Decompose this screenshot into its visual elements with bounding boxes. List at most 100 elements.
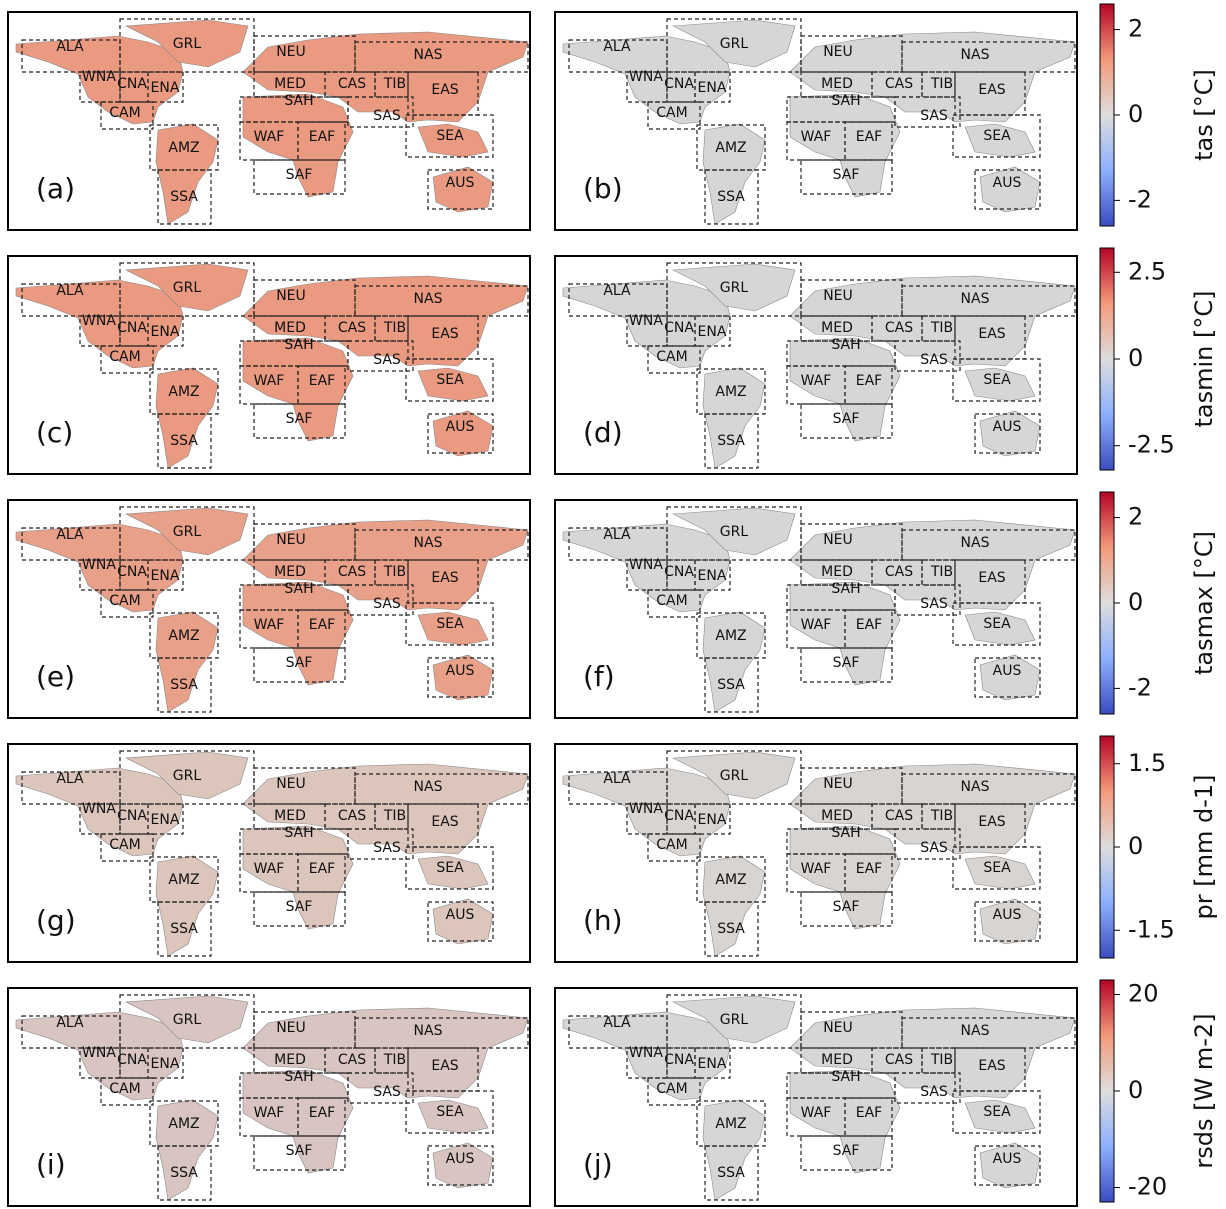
region-label: NEU [823, 44, 853, 60]
region-label: CAM [109, 105, 140, 121]
region-label: SAS [920, 108, 948, 124]
region-box [253, 647, 346, 683]
region-box [149, 612, 219, 659]
region-box [147, 1047, 184, 1079]
region-label: GRL [173, 524, 202, 540]
region-label: WNA [629, 313, 663, 329]
region-label: SEA [436, 128, 464, 144]
panel-frame [7, 743, 531, 963]
region-box [119, 18, 255, 73]
region-label: WNA [629, 69, 663, 85]
region-box [149, 1100, 219, 1147]
region-label: MED [274, 320, 306, 336]
region-box [100, 101, 154, 130]
region-box [405, 1090, 494, 1134]
region-label: SAS [920, 840, 948, 856]
region-label: CAM [109, 349, 140, 365]
region-box [347, 584, 414, 616]
region-box [405, 114, 494, 158]
region-label: SAH [831, 337, 860, 353]
region-label: AUS [446, 1151, 475, 1167]
colorbar-tick-label: 2 [1128, 15, 1143, 43]
region-box [119, 506, 255, 561]
region-label: SAS [373, 352, 401, 368]
region-label: ALA [603, 527, 631, 543]
region-label: ALA [56, 527, 84, 543]
region-label: MED [821, 320, 853, 336]
region-box [844, 1097, 893, 1137]
region-label: SAF [286, 899, 313, 915]
region-box [666, 18, 802, 73]
region-box [149, 124, 219, 171]
region-label: AUS [993, 419, 1022, 435]
region-label: SEA [983, 372, 1011, 388]
region-box [974, 657, 1041, 698]
region-label: SAF [833, 167, 860, 183]
region-box [894, 828, 961, 860]
region-box [647, 345, 701, 374]
region-box [974, 901, 1041, 942]
region-label: EAF [856, 861, 882, 877]
region-box [901, 41, 1076, 73]
region-label: SAH [831, 581, 860, 597]
region-box [704, 413, 759, 469]
region-box [354, 773, 529, 805]
region-box [119, 750, 255, 805]
region-label: AUS [446, 663, 475, 679]
region-label: TIB [383, 320, 406, 336]
region-box [147, 559, 184, 591]
region-label: NAS [961, 779, 990, 795]
region-label: SEA [983, 616, 1011, 632]
map-panel: ALA GRL NEU NAS WNA CNA ENA CAM MED CAS TIB EAS SAH S… [554, 11, 1078, 231]
region-label: CAM [109, 1081, 140, 1097]
region-box [354, 529, 529, 561]
panel-frame [554, 499, 1078, 719]
region-label: AUS [993, 175, 1022, 191]
region-label: CNA [664, 320, 694, 336]
region-label: EAF [309, 373, 335, 389]
region-label: ALA [56, 771, 84, 787]
panel-frame [554, 743, 1078, 963]
region-box [405, 602, 494, 646]
region-box [100, 345, 154, 374]
region-label: AMZ [715, 1116, 746, 1132]
region-label: SAS [920, 1084, 948, 1100]
colorbar-tick-label: 2 [1128, 503, 1143, 531]
region-label: CNA [664, 1052, 694, 1068]
region-label: EAF [856, 129, 882, 145]
region-box [696, 612, 766, 659]
region-label: WAF [254, 1105, 285, 1121]
region-box [253, 1047, 326, 1074]
region-box [800, 71, 873, 98]
region-label: SSA [717, 921, 745, 937]
region-box [253, 403, 346, 439]
region-label: ALA [603, 283, 631, 299]
region-label: CAM [656, 1081, 687, 1097]
colorbar [1099, 735, 1115, 959]
region-box [901, 285, 1076, 317]
region-label: EAS [431, 814, 458, 830]
region-box [844, 853, 893, 893]
region-label: AUS [446, 419, 475, 435]
region-box [297, 365, 346, 405]
region-box [666, 994, 802, 1049]
region-box [157, 657, 212, 713]
region-box [147, 71, 184, 103]
colorbar-tick-label: 1.5 [1128, 749, 1166, 777]
panel-label: (j) [583, 1148, 613, 1181]
region-label: CAS [338, 76, 366, 92]
region-box [297, 121, 346, 161]
region-box [952, 358, 1041, 402]
region-label: SEA [436, 372, 464, 388]
colorbar-tick-label: 20 [1128, 979, 1159, 1007]
region-label: NAS [414, 535, 443, 551]
region-label: EAS [978, 570, 1005, 586]
region-box [427, 1145, 494, 1186]
region-label: WAF [801, 861, 832, 877]
region-label: SAH [831, 825, 860, 841]
region-label: SAF [286, 411, 313, 427]
panel-label: (e) [36, 660, 75, 693]
region-label: CAS [885, 808, 913, 824]
region-label: SAF [286, 1143, 313, 1159]
